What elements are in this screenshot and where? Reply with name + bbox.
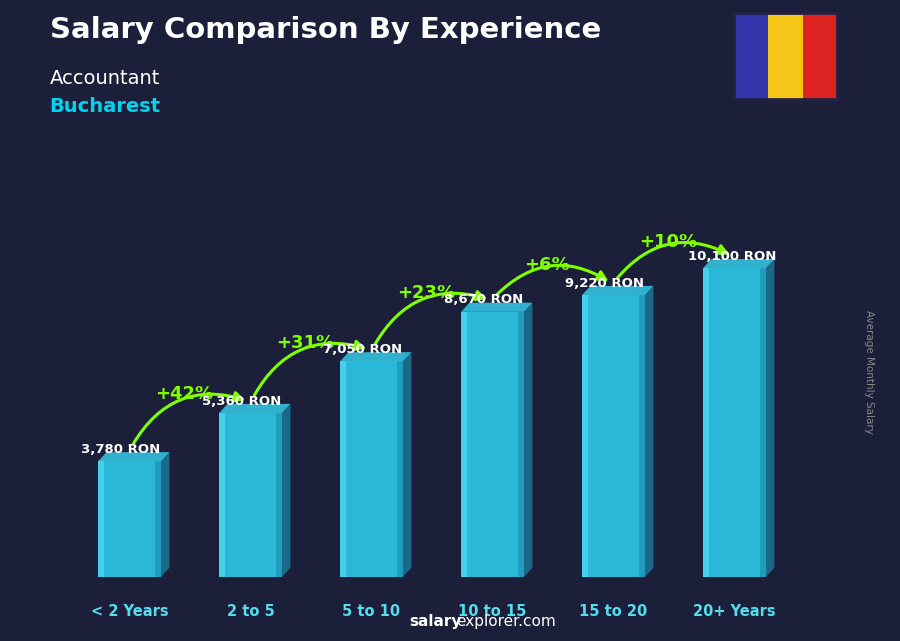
Text: +10%: +10% xyxy=(639,233,697,251)
Polygon shape xyxy=(275,413,282,577)
Text: < 2 Years: < 2 Years xyxy=(91,604,168,619)
Bar xyxy=(734,13,768,99)
Text: 5,360 RON: 5,360 RON xyxy=(202,395,282,408)
Text: Accountant: Accountant xyxy=(50,69,160,88)
Polygon shape xyxy=(518,312,524,577)
Polygon shape xyxy=(645,286,653,577)
Text: 8,670 RON: 8,670 RON xyxy=(444,294,523,306)
Polygon shape xyxy=(403,352,411,577)
Polygon shape xyxy=(219,413,225,577)
Text: 20+ Years: 20+ Years xyxy=(693,604,776,619)
Text: 9,220 RON: 9,220 RON xyxy=(565,276,644,290)
Polygon shape xyxy=(461,312,524,577)
Text: 10,100 RON: 10,100 RON xyxy=(688,249,777,263)
Text: Salary Comparison By Experience: Salary Comparison By Experience xyxy=(50,16,601,44)
Text: 10 to 15: 10 to 15 xyxy=(458,604,526,619)
Polygon shape xyxy=(98,452,169,462)
Polygon shape xyxy=(524,303,533,577)
Polygon shape xyxy=(219,413,282,577)
Polygon shape xyxy=(461,303,533,312)
Text: 7,050 RON: 7,050 RON xyxy=(323,343,402,356)
Polygon shape xyxy=(582,295,589,577)
Polygon shape xyxy=(98,462,104,577)
Text: +23%: +23% xyxy=(397,284,455,302)
Polygon shape xyxy=(703,259,774,268)
Text: +42%: +42% xyxy=(155,385,213,403)
Text: 2 to 5: 2 to 5 xyxy=(227,604,274,619)
Polygon shape xyxy=(397,362,403,577)
Polygon shape xyxy=(98,462,161,577)
Polygon shape xyxy=(703,268,766,577)
Polygon shape xyxy=(639,295,645,577)
Polygon shape xyxy=(582,295,645,577)
Text: 5 to 10: 5 to 10 xyxy=(342,604,400,619)
Polygon shape xyxy=(582,286,653,295)
Text: Bucharest: Bucharest xyxy=(50,97,160,117)
Polygon shape xyxy=(155,462,161,577)
Polygon shape xyxy=(340,362,346,577)
Text: +31%: +31% xyxy=(276,334,334,352)
Polygon shape xyxy=(219,404,291,413)
Text: salary: salary xyxy=(410,615,462,629)
Polygon shape xyxy=(461,312,467,577)
Polygon shape xyxy=(766,259,774,577)
Text: 3,780 RON: 3,780 RON xyxy=(81,443,160,456)
Bar xyxy=(803,13,837,99)
Bar xyxy=(768,13,803,99)
Text: Average Monthly Salary: Average Monthly Salary xyxy=(863,310,874,434)
Text: +6%: +6% xyxy=(524,256,570,274)
Text: 15 to 20: 15 to 20 xyxy=(580,604,648,619)
Polygon shape xyxy=(760,268,766,577)
Polygon shape xyxy=(161,452,169,577)
Polygon shape xyxy=(340,362,403,577)
Text: explorer.com: explorer.com xyxy=(456,615,556,629)
Polygon shape xyxy=(703,268,709,577)
Polygon shape xyxy=(282,404,291,577)
Polygon shape xyxy=(340,352,411,362)
